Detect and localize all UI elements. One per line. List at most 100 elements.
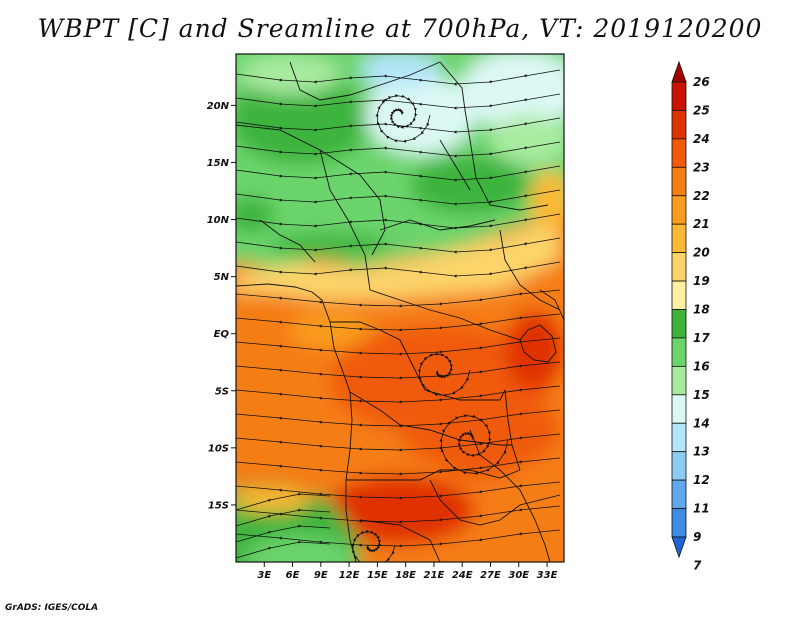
colorbar-label: 22 xyxy=(693,189,710,203)
streamline xyxy=(236,529,561,548)
colorbar-swatch xyxy=(671,280,687,310)
wbpt-region xyxy=(360,54,440,88)
lon-tick-label: 30E xyxy=(508,570,529,581)
streamline xyxy=(236,237,561,254)
lon-tick-label: 3E xyxy=(257,570,271,581)
chart-title: WBPT [C] and Sreamline at 700hPa, VT: 20… xyxy=(37,14,763,43)
map-axes: 20N 15N 10N 5N EQ 5S 10S 15S 3E 6E 9E 12E 15E 18E 21E 2… xyxy=(207,101,558,581)
streamline xyxy=(351,530,396,562)
colorbar-label: 13 xyxy=(693,445,710,459)
colorbar-label: 26 xyxy=(693,75,710,89)
lat-tick-label: 5N xyxy=(214,272,230,283)
colorbar-label: 21 xyxy=(693,217,710,231)
lat-tick-label: 15S xyxy=(208,500,229,511)
grads-credit: GrADS: IGES/COLA xyxy=(5,603,99,613)
lat-tick-label: 15N xyxy=(207,158,230,169)
streamline xyxy=(236,165,561,182)
wbpt-field xyxy=(236,54,564,562)
streamline xyxy=(236,492,331,511)
streamline xyxy=(236,540,331,559)
lon-tick-label: 12E xyxy=(339,570,360,581)
colorbar-swatch xyxy=(671,166,687,197)
colorbar-label: 14 xyxy=(693,416,710,430)
colorbar-label: 15 xyxy=(693,388,710,402)
streamline xyxy=(236,385,561,404)
colorbar-swatch xyxy=(671,223,687,254)
streamline xyxy=(236,289,561,308)
colorbar-swatch xyxy=(671,81,687,111)
lon-tick-label: 21E xyxy=(424,570,445,581)
colorbar-swatch xyxy=(671,138,687,168)
colorbar-swatch xyxy=(671,252,687,282)
streamline xyxy=(236,524,331,543)
streamline xyxy=(439,414,509,475)
colorbar-swatch xyxy=(671,508,687,538)
colorbar-swatch xyxy=(671,195,687,225)
streamline xyxy=(236,189,561,206)
streamlines xyxy=(236,69,561,562)
streamline xyxy=(236,313,561,332)
lon-tick-label: 9E xyxy=(314,570,328,581)
colorbar: 26 25 24 23 22 21 20 19 18 17 16 15 14 13 12 11 9 7 xyxy=(671,60,710,572)
plot-frame xyxy=(235,53,565,563)
wbpt-region xyxy=(236,215,560,300)
streamline xyxy=(236,361,561,380)
lat-tick-label: 5S xyxy=(215,386,229,397)
lon-tick-label: 6E xyxy=(286,570,300,581)
colorbar-swatch xyxy=(671,60,687,83)
colorbar-label: 12 xyxy=(693,473,710,487)
wbpt-region xyxy=(505,310,564,390)
colorbar-swatch xyxy=(671,394,687,424)
colorbar-label: 20 xyxy=(693,246,710,260)
streamline xyxy=(236,141,561,158)
colorbar-label: 16 xyxy=(693,359,710,373)
colorbar-swatch xyxy=(671,110,687,140)
streamline xyxy=(236,337,561,356)
colorbar-label: 17 xyxy=(693,331,710,345)
lat-tick-label: 10S xyxy=(208,443,229,454)
border-line xyxy=(519,324,557,363)
plot-area xyxy=(236,54,564,562)
lat-tick-label: EQ xyxy=(214,329,230,340)
colorbar-swatch xyxy=(671,451,687,481)
colorbar-label: 9 xyxy=(693,530,701,544)
streamline xyxy=(236,69,561,86)
streamline xyxy=(236,508,331,527)
wbpt-region xyxy=(290,312,370,348)
colorbar-label: 7 xyxy=(693,558,702,572)
border-line xyxy=(539,289,564,321)
wbpt-region xyxy=(236,197,275,233)
streamline xyxy=(236,261,561,278)
lon-tick-label: 18E xyxy=(395,570,416,581)
border-line xyxy=(504,389,521,471)
wbpt-region xyxy=(365,75,475,155)
lat-tick-label: 10N xyxy=(207,215,230,226)
colorbar-label: 18 xyxy=(693,303,710,317)
colorbar-label: 23 xyxy=(693,160,710,174)
colorbar-swatch xyxy=(671,365,687,396)
lon-tick-label: 27E xyxy=(480,570,501,581)
lon-tick-label: 15E xyxy=(367,570,388,581)
streamline xyxy=(417,352,471,397)
streamline xyxy=(375,94,431,143)
wbpt-region xyxy=(460,54,564,130)
colorbar-swatch xyxy=(671,536,687,559)
lon-tick-label: 33E xyxy=(537,570,558,581)
lat-tick-label: 20N xyxy=(207,101,230,112)
colorbar-swatch xyxy=(671,479,687,509)
wbpt-region xyxy=(490,115,564,165)
wbpt-region xyxy=(410,155,530,215)
border-line xyxy=(439,61,549,211)
colorbar-label: 19 xyxy=(693,274,710,288)
colorbar-label: 25 xyxy=(693,103,710,117)
streamline xyxy=(236,213,561,230)
wbpt-region xyxy=(240,55,340,95)
colorbar-label: 11 xyxy=(693,502,710,516)
colorbar-swatch xyxy=(671,422,687,453)
colorbar-label: 24 xyxy=(693,132,710,146)
lon-tick-label: 24E xyxy=(452,570,473,581)
streamline xyxy=(236,481,561,500)
colorbar-swatch xyxy=(671,309,687,339)
wbpt-region xyxy=(440,440,520,480)
